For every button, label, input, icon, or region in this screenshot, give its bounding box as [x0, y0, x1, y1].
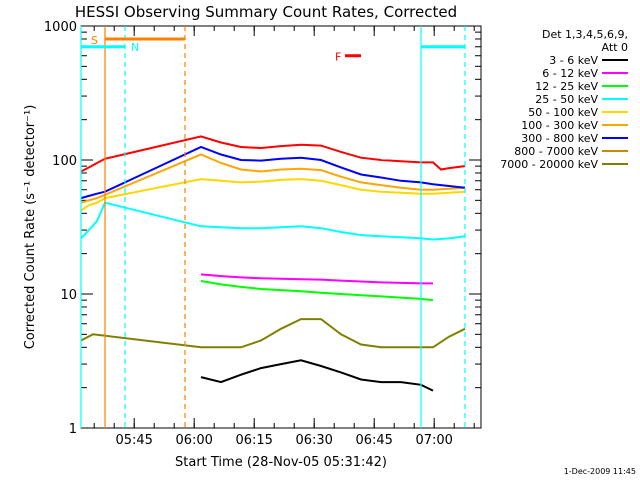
x-tick-label: 05:45	[115, 433, 152, 448]
x-axis: 05:45 06:00 06:15 06:30 06:45 07:00	[93, 26, 475, 448]
legend-entry-label: 100 - 300 keV	[521, 119, 598, 132]
legend-entry-label: 25 - 50 keV	[535, 93, 598, 106]
series-line	[80, 135, 466, 173]
flare-label: F	[335, 51, 341, 64]
footer-timestamp: 1-Dec-2009 11:45	[564, 467, 636, 476]
y-tick-label: 10	[60, 288, 77, 303]
y-tick-label: 100	[52, 154, 77, 169]
legend-entry-label: 12 - 25 keV	[535, 80, 598, 93]
y-axis: 1 10 100 1000	[44, 20, 481, 437]
legend-entry-label: 3 - 6 keV	[549, 54, 598, 67]
y-tick-label: 1	[69, 422, 77, 437]
x-tick-label: 06:45	[355, 433, 392, 448]
legend-header-line-1: Det 1,3,4,5,6,9,	[542, 28, 628, 41]
series-line	[200, 280, 434, 302]
legend-header-line-2: Att 0	[602, 41, 628, 54]
y-tick-label: 1000	[44, 20, 77, 35]
legend-entry-label: 7000 - 20000 keV	[500, 158, 598, 171]
y-axis-label: Corrected Count Rate (s⁻¹ detector⁻¹)	[23, 105, 38, 350]
chart-title: HESSI Observing Summary Count Rates, Cor…	[75, 3, 457, 21]
legend-entry-label: 800 - 7000 keV	[514, 145, 598, 158]
x-tick-label: 06:00	[175, 433, 212, 448]
night-label: N	[131, 41, 139, 54]
series-line	[200, 359, 434, 392]
x-tick-label: 06:30	[295, 433, 332, 448]
series-line	[200, 273, 433, 285]
x-tick-label: 06:15	[235, 433, 272, 448]
x-axis-label: Start Time (28-Nov-05 05:31:42)	[175, 455, 387, 470]
series-line	[80, 318, 466, 349]
legend-entry-label: 6 - 12 keV	[542, 67, 598, 80]
legend-entry-label: 300 - 800 keV	[521, 132, 598, 145]
legend-entry-label: 50 - 100 keV	[528, 106, 598, 119]
attenuator-label: S	[91, 34, 98, 47]
marker-group: S N F	[80, 26, 466, 428]
x-tick-label: 07:00	[415, 433, 452, 448]
